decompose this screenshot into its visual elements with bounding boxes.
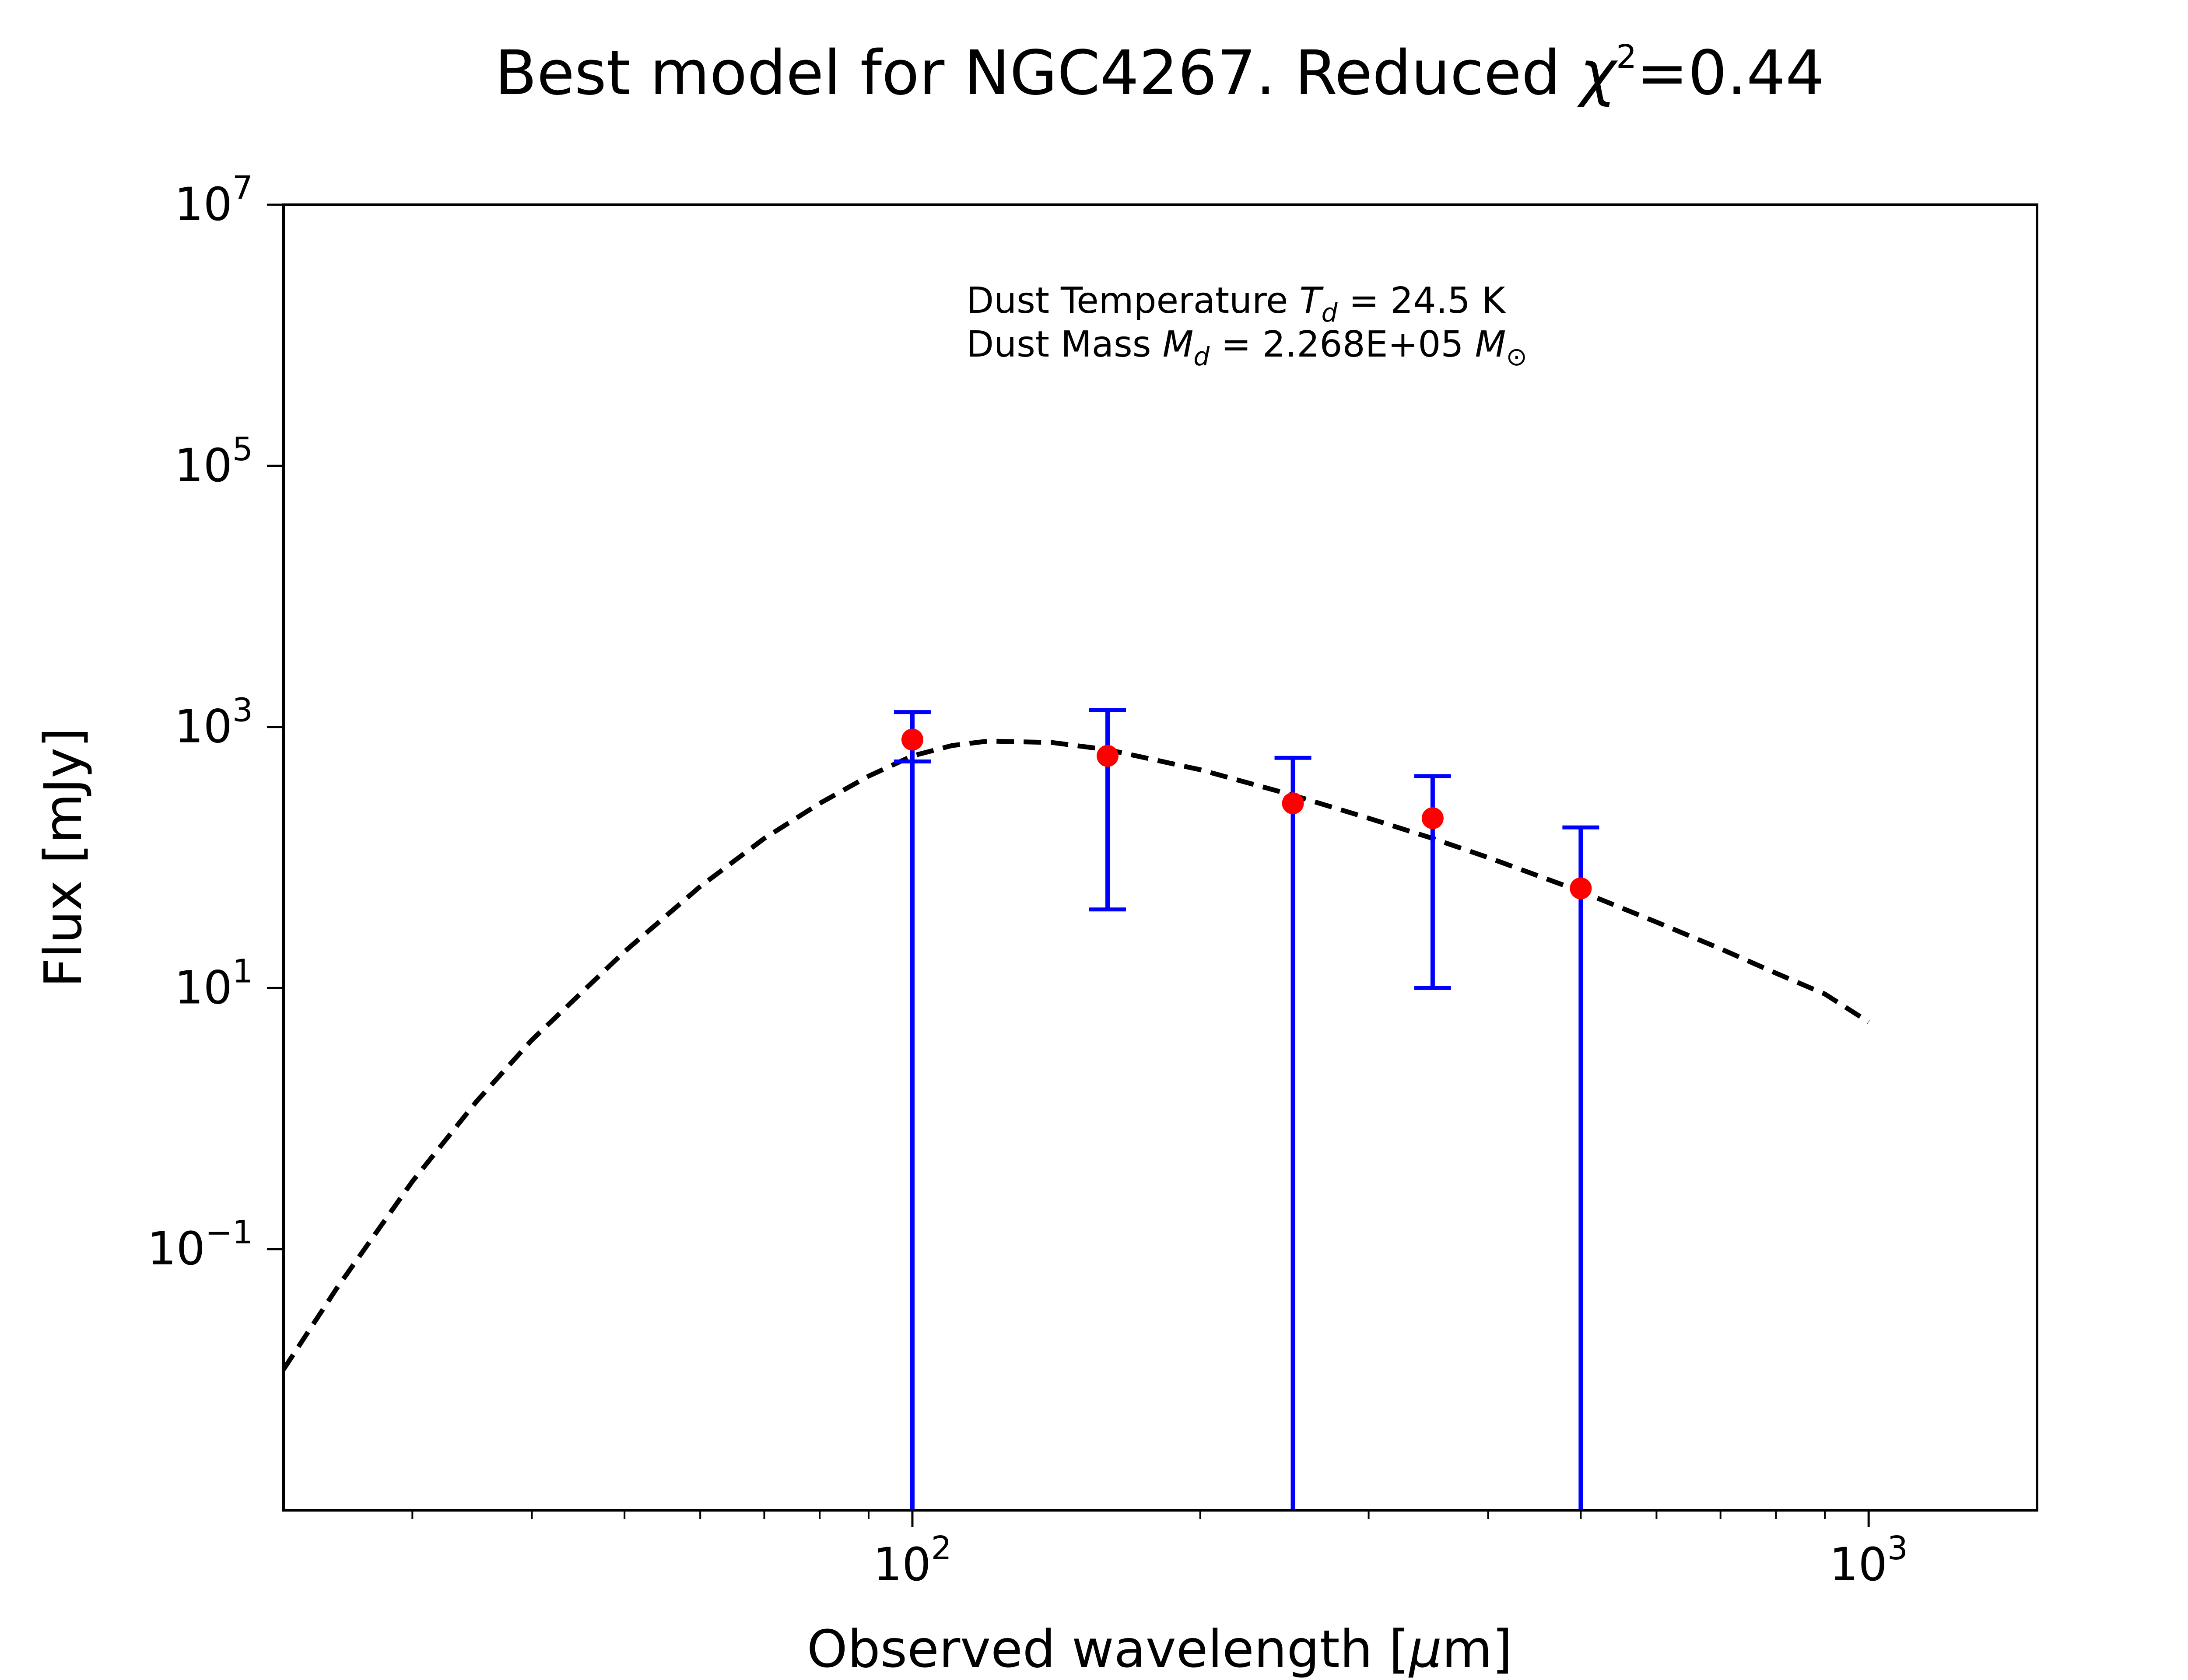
plot-frame [282, 203, 2038, 1512]
chart-title: Best model for NGC4267. Reduced χ2=0.44 [495, 38, 1824, 109]
axis-ticks: 102 103 107 105 103 101 10−1 [147, 169, 1908, 1591]
y-tick-label-1: 105 [175, 430, 253, 492]
x-tick-label-1: 103 [1829, 1530, 1907, 1591]
title-chi-symbol: χ [1577, 38, 1618, 109]
x-tick-label-0: 102 [873, 1530, 951, 1591]
model-curve-layer [281, 738, 1870, 1371]
data-point-layer [901, 728, 1592, 900]
title-chi-exponent: 2 [1616, 38, 1637, 76]
data-point-3 [1421, 807, 1444, 830]
data-point-1 [1097, 745, 1119, 767]
dust-mass-annotation: Dust Mass Md = 2.268E+05 M⊙ [966, 324, 1527, 371]
model-curve [281, 738, 1870, 1371]
dust-temperature-annotation: Dust Temperature Td = 24.5 K [966, 280, 1506, 328]
data-point-0 [901, 728, 923, 751]
title-value: =0.44 [1637, 38, 1824, 109]
data-point-4 [1570, 877, 1592, 900]
data-point-2 [1282, 792, 1304, 815]
x-axis-label: Observed wavelength [μm] [807, 1619, 1512, 1679]
y-tick-label-3: 101 [175, 952, 253, 1014]
y-tick-label-0: 107 [175, 169, 253, 231]
y-axis-label: Flux [mJy] [33, 728, 93, 987]
y-tick-label-4: 10−1 [147, 1214, 253, 1275]
errorbar-layer [894, 708, 1599, 1510]
y-tick-label-2: 103 [175, 692, 253, 753]
